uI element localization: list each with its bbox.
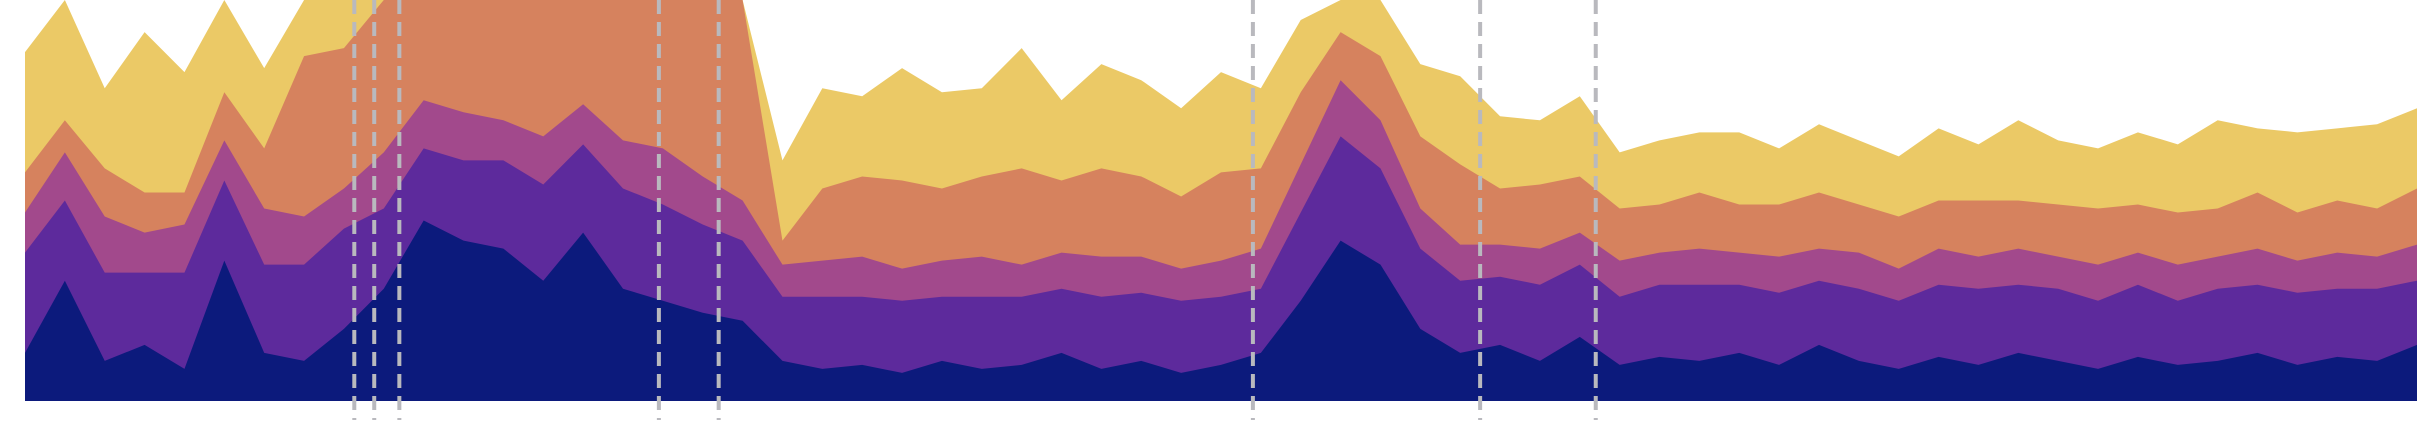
- area-layer: [25, 220, 2417, 401]
